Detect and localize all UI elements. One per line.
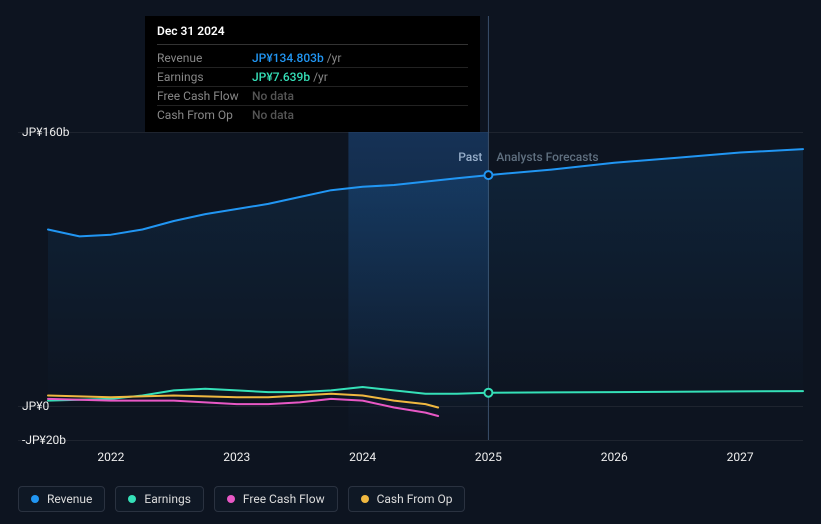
tooltip-row-label: Revenue <box>157 51 252 65</box>
earnings-revenue-chart: Dec 31 2024RevenueJP¥134.803b/yrEarnings… <box>0 0 821 524</box>
tooltip-row-value: JP¥7.639b <box>252 70 310 84</box>
legend-label: Free Cash Flow <box>243 492 325 506</box>
chart-legend: Revenue Earnings Free Cash Flow Cash From O… <box>18 486 465 512</box>
marker-earnings <box>484 389 492 397</box>
tooltip-row-label: Free Cash Flow <box>157 89 252 103</box>
tooltip-row: RevenueJP¥134.803b/yr <box>157 49 468 68</box>
tooltip-row-label: Cash From Op <box>157 108 252 122</box>
tooltip-row-suffix: /yr <box>327 51 342 65</box>
marker-revenue <box>484 171 492 179</box>
tooltip-row-value: No data <box>252 108 294 122</box>
legend-dot-icon <box>361 495 369 503</box>
tooltip-row-value: JP¥134.803b <box>252 51 324 65</box>
tooltip-row-value: No data <box>252 89 294 103</box>
legend-label: Revenue <box>47 492 92 506</box>
tooltip-row: Free Cash FlowNo data <box>157 87 468 106</box>
legend-dot-icon <box>128 495 136 503</box>
legend-label: Earnings <box>144 492 191 506</box>
chart-tooltip: Dec 31 2024RevenueJP¥134.803b/yrEarnings… <box>145 16 480 132</box>
legend-item-earnings[interactable]: Earnings <box>115 486 204 512</box>
tooltip-row: Cash From OpNo data <box>157 106 468 124</box>
tooltip-row-label: Earnings <box>157 70 252 84</box>
legend-dot-icon <box>31 495 39 503</box>
legend-item-revenue[interactable]: Revenue <box>18 486 105 512</box>
tooltip-row-suffix: /yr <box>313 70 328 84</box>
legend-item-cfo[interactable]: Cash From Op <box>348 486 466 512</box>
legend-label: Cash From Op <box>377 492 453 506</box>
legend-dot-icon <box>227 495 235 503</box>
legend-item-fcf[interactable]: Free Cash Flow <box>214 486 338 512</box>
tooltip-row: EarningsJP¥7.639b/yr <box>157 68 468 87</box>
tooltip-date: Dec 31 2024 <box>157 24 468 45</box>
